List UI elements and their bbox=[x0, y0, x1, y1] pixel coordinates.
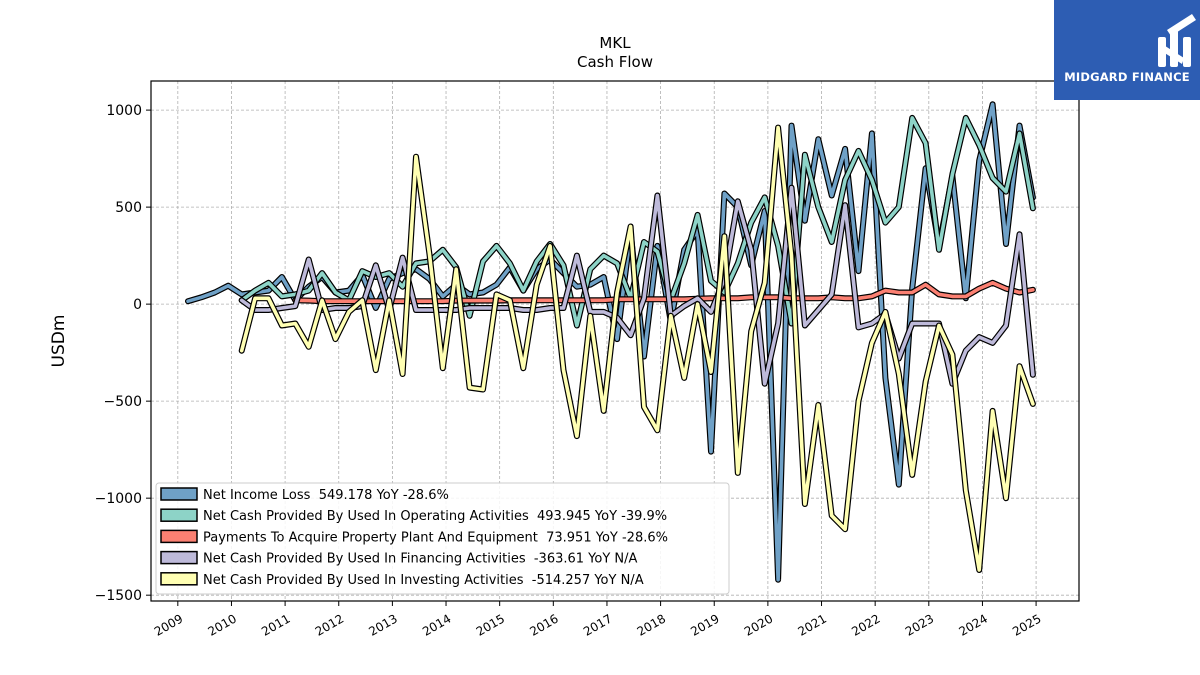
y-tick-label: −1000 bbox=[95, 491, 142, 507]
series-line-2 bbox=[293, 281, 1035, 303]
x-tick-label: 2024 bbox=[956, 611, 989, 638]
legend-swatch-2 bbox=[160, 529, 198, 544]
chart-subtitle: Cash Flow bbox=[577, 53, 653, 71]
x-tick-label: 2017 bbox=[581, 611, 614, 638]
legend-entry-2: Payments To Acquire Property Plant And E… bbox=[203, 530, 668, 545]
x-tick-label: 2014 bbox=[420, 611, 453, 638]
logo: MIDGARD FINANCE bbox=[1054, 0, 1200, 100]
x-tick-label: 2009 bbox=[152, 611, 185, 638]
logo-text: MIDGARD FINANCE bbox=[1064, 70, 1190, 84]
y-axis-label: USDm bbox=[49, 315, 69, 368]
legend-entry-1: Net Cash Provided By Used In Operating A… bbox=[203, 509, 667, 524]
x-tick-label: 2015 bbox=[474, 611, 507, 638]
legend-swatch-4 bbox=[160, 572, 198, 586]
legend-entry-0: Net Income Loss 549.178 YoY -28.6% bbox=[203, 488, 449, 503]
x-tick-label: 2012 bbox=[313, 611, 346, 638]
x-tick-label: 2016 bbox=[527, 611, 560, 638]
x-tick-label: 2010 bbox=[206, 611, 239, 638]
y-tick-label: 1000 bbox=[106, 103, 142, 119]
x-tick-label: 2011 bbox=[259, 611, 292, 638]
legend-swatch-0 bbox=[160, 487, 198, 501]
x-tick-label: 2019 bbox=[688, 611, 721, 638]
chart-title: MKL bbox=[599, 34, 631, 52]
y-tick-label: −500 bbox=[104, 394, 142, 410]
legend: Net Income Loss 549.178 YoY -28.6% Net Ca… bbox=[155, 482, 730, 595]
y-tick-label: −1500 bbox=[95, 588, 142, 604]
series-line-4 bbox=[239, 125, 1035, 572]
legend-box bbox=[155, 482, 730, 595]
x-tick-label: 2023 bbox=[903, 611, 936, 638]
grid bbox=[151, 81, 1079, 601]
x-tick-label: 2025 bbox=[1010, 611, 1043, 638]
x-tick-label: 2021 bbox=[796, 611, 829, 638]
legend-entry-4: Net Cash Provided By Used In Investing A… bbox=[203, 573, 644, 588]
legend-entry-3: Net Cash Provided By Used In Financing A… bbox=[203, 552, 638, 567]
y-axis: 1000 500 0 −500 −1000 −1500 bbox=[95, 103, 151, 604]
y-tick-label: 0 bbox=[133, 297, 142, 313]
midgard-finance-logo-icon bbox=[1158, 14, 1196, 67]
x-tick-label: 2020 bbox=[742, 611, 775, 638]
y-tick-label: 500 bbox=[115, 200, 142, 216]
x-tick-label: 2022 bbox=[849, 611, 882, 638]
series-layer bbox=[185, 101, 1036, 583]
legend-swatch-3 bbox=[160, 550, 198, 565]
legend-swatch-1 bbox=[160, 508, 198, 522]
x-tick-label: 2018 bbox=[635, 611, 668, 638]
x-tick-label: 2013 bbox=[366, 611, 399, 638]
x-axis: 2009 2010 2011 2012 2013 2014 2015 2016 2017 2018… bbox=[152, 601, 1044, 639]
plot-frame bbox=[150, 80, 1080, 602]
